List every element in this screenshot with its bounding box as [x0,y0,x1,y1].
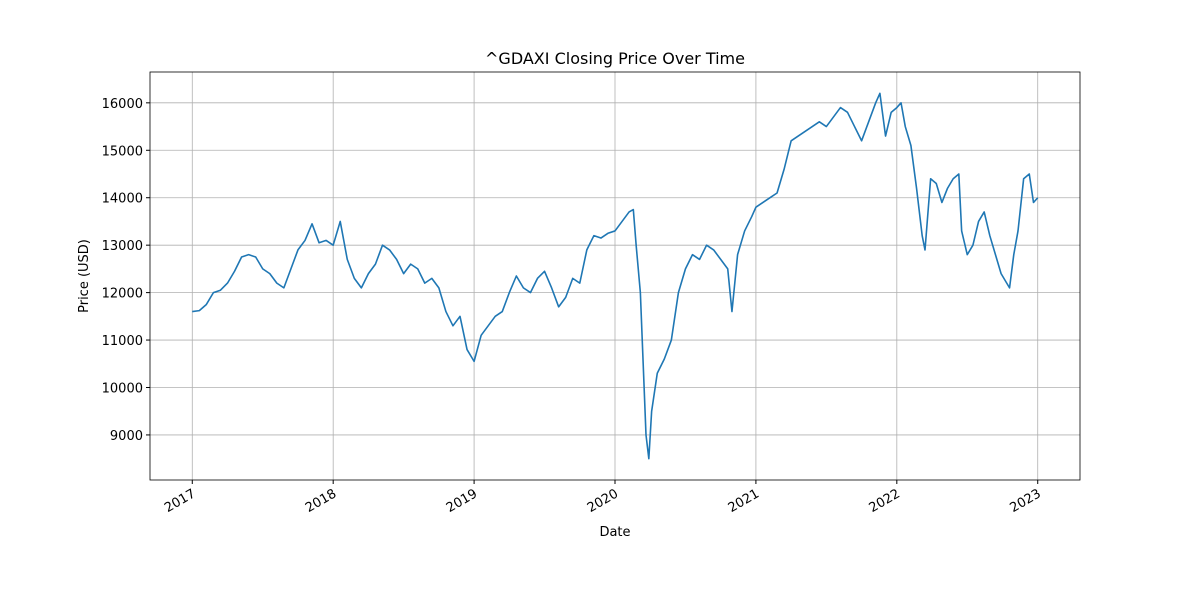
y-tick-label: 10000 [102,381,143,396]
x-tick-label: 2019 [444,486,480,516]
y-tick-label: 9000 [110,429,143,444]
y-tick-label: 11000 [102,334,143,349]
x-tick-label: 2022 [867,486,903,516]
y-tick-label: 14000 [102,192,143,207]
y-axis-label: Price (USD) [77,239,92,313]
x-tick-label: 2021 [726,486,762,516]
x-tick-label: 2020 [585,486,621,516]
x-tick-label: 2023 [1008,486,1044,516]
y-tick-label: 15000 [102,144,143,159]
x-tick-label: 2018 [303,486,339,516]
series-line [192,92,1039,460]
plot-frame [149,71,1081,481]
y-tick-label: 13000 [102,239,143,254]
x-axis-label: Date [599,525,630,540]
chart-title: ^GDAXI Closing Price Over Time [485,49,745,68]
x-tick-label: 2017 [162,486,198,516]
y-tick-label: 16000 [102,97,143,112]
y-tick-label: 12000 [102,287,143,302]
